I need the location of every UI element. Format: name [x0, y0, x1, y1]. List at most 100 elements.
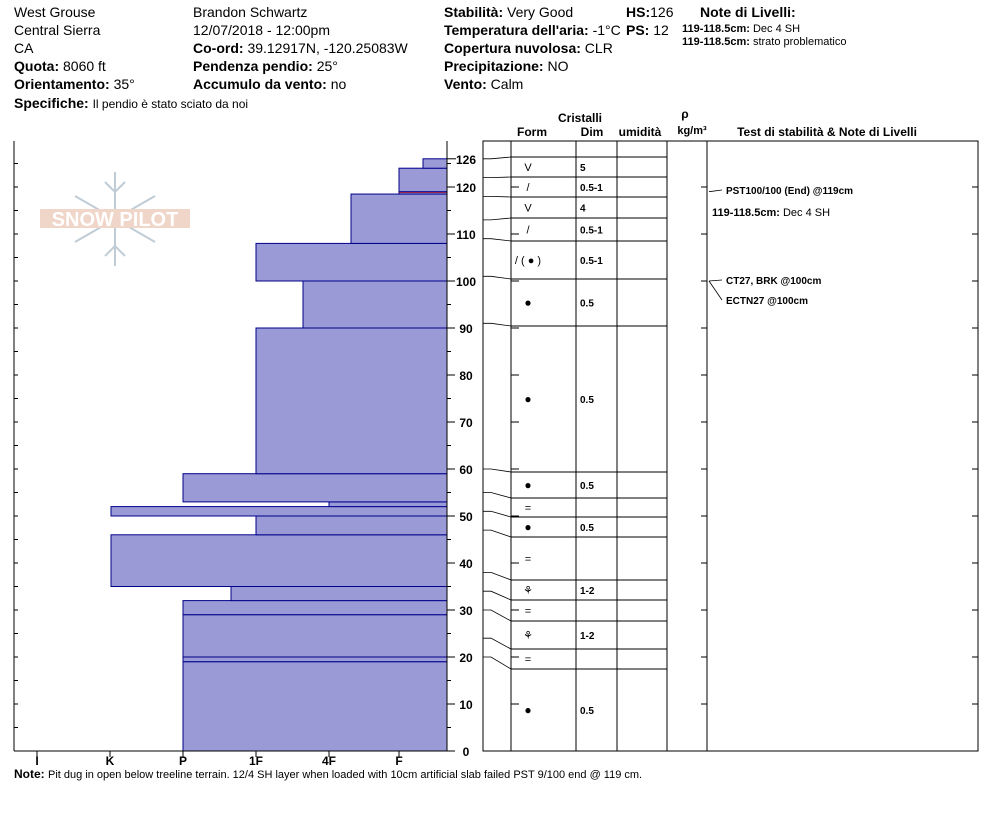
test-label: ECTN27 @100cm — [726, 296, 808, 307]
depth-label: 60 — [459, 463, 473, 477]
crystal-connector — [483, 195, 512, 198]
crystal-dim: 0.5-1 — [580, 256, 603, 267]
depth-label: 80 — [459, 369, 473, 383]
hardness-bar — [182, 661, 448, 752]
test-pointer — [708, 279, 723, 282]
hardness-label: I — [35, 754, 38, 768]
hardness-bar — [230, 586, 448, 602]
crystal-form: V — [524, 203, 532, 215]
temp-value: -1°C — [592, 22, 621, 38]
crystal-form: V — [524, 162, 532, 174]
crystal-form: = — [525, 606, 531, 618]
form-header: Form — [517, 125, 547, 139]
temp-label: Temperatura dell'aria: — [444, 22, 589, 38]
hardness-label: F — [395, 754, 402, 768]
crystal-form: = — [525, 554, 531, 566]
crystal-connector — [483, 176, 512, 179]
crystal-connector — [483, 637, 512, 650]
hardness-bar — [110, 534, 448, 587]
crystal-dim: 0.5 — [580, 523, 594, 534]
crystal-form: = — [525, 503, 531, 515]
specifiche-label: Specifiche: — [14, 95, 89, 111]
hardness-bar — [328, 501, 448, 508]
rho-header: ρ — [681, 107, 688, 121]
hardness-bar — [110, 506, 448, 517]
crystal-connector — [483, 275, 512, 280]
crystal-connector — [483, 656, 512, 670]
layer-note: 119-118.5cm: Dec 4 SH — [712, 207, 830, 219]
crystal-dim: 1-2 — [580, 631, 595, 642]
crystal-connector — [483, 492, 512, 499]
ps-value: 12 — [653, 22, 669, 38]
hardness-label: 4F — [322, 754, 336, 768]
crystal-dim: 5 — [580, 163, 586, 174]
note-title: Note di Livelli: — [700, 4, 796, 20]
crystal-dim: 4 — [580, 204, 586, 215]
hardness-bar — [350, 193, 448, 244]
hardness-bar — [182, 656, 448, 663]
crystal-form: = — [525, 654, 531, 666]
vento-line: Vento: Calm — [444, 75, 523, 93]
crystal-connector — [483, 156, 512, 160]
test-label: CT27, BRK @100cm — [726, 276, 821, 287]
crystal-connector — [483, 609, 512, 622]
crystal-form: ⚘ — [523, 585, 533, 597]
test-pointer — [708, 189, 723, 193]
crystal-form: ● — [524, 478, 531, 492]
depth-label: 126 — [456, 153, 476, 167]
crystal-connector — [483, 322, 512, 327]
footer-note: Note: Pit dug in open below treeline ter… — [14, 765, 642, 784]
pendenza-value: 25° — [316, 58, 338, 74]
watermark-text: SNOW PILOT — [52, 209, 179, 231]
depth-label: 70 — [459, 416, 473, 430]
hardness-bar — [398, 167, 448, 193]
state: CA — [14, 40, 34, 56]
copertura-label: Copertura nuvolosa: — [444, 40, 581, 56]
crystal-dim: 0.5 — [580, 299, 594, 310]
specifiche-value: Il pendio è stato sciato da noi — [92, 97, 249, 111]
depth-label: 110 — [456, 228, 476, 242]
precip-value: NO — [547, 58, 569, 74]
crystal-form: ● — [524, 392, 531, 406]
test-pointer — [708, 280, 723, 301]
crystal-form: / — [526, 182, 530, 194]
vento-label: Vento: — [444, 76, 487, 92]
pendenza-label: Pendenza pendio: — [193, 58, 313, 74]
depth-label: 50 — [459, 510, 473, 524]
orient-value: 35° — [113, 76, 135, 92]
hardness-label: 1F — [249, 754, 263, 768]
note-line-1: 119-118.5cm: Dec 4 SH — [682, 23, 801, 35]
hs-label: HS: — [626, 4, 651, 20]
crystal-connector — [483, 572, 512, 581]
hardness-bars — [110, 158, 448, 752]
crystal-form: ⚘ — [523, 630, 533, 642]
temp-line: Temperatura dell'aria: -1°C — [444, 21, 621, 39]
depth-label: 90 — [459, 322, 473, 336]
stability-tests: PST100/100 (End) @119cm CT27, BRK @100cm E… — [708, 186, 853, 307]
hardness-bar — [255, 242, 448, 282]
copertura-value: CLR — [584, 40, 613, 56]
pendenza-line: Pendenza pendio: 25° — [193, 57, 338, 75]
vento-value: Calm — [490, 76, 524, 92]
crystal-connector — [483, 529, 512, 538]
coord-line: Co-ord: 39.12917N, -120.25083W — [193, 39, 408, 57]
depth-label: 120 — [456, 181, 476, 195]
orient-line: Orientamento: 35° — [14, 75, 135, 93]
crystal-dim: 0.5-1 — [580, 183, 603, 194]
specifiche-line: Specifiche: Il pendio è stato sciato da … — [14, 94, 248, 113]
density-unit-header: kg/m³ — [677, 125, 707, 137]
tests-header: Test di stabilità & Note di Livelli — [737, 125, 917, 139]
crystal-dim: 0.5-1 — [580, 226, 603, 237]
hardness-bar — [182, 473, 448, 503]
crystal-form: ● — [524, 520, 531, 534]
location: West Grouse — [14, 4, 96, 20]
quota-value: 8060 ft — [63, 58, 106, 74]
crystal-form: / — [526, 225, 530, 237]
ps-label: PS: — [626, 22, 650, 38]
test-label: PST100/100 (End) @119cm — [726, 186, 853, 197]
axes: I K P 1F 4F F 0 10 20 30 40 50 60 70 80 90 100 110 120 126 — [13, 141, 476, 768]
depth-label: 10 — [459, 698, 473, 712]
orient-label: Orientamento: — [14, 76, 110, 92]
depth-label: 20 — [459, 651, 473, 665]
precip-line: Precipitazione: NO — [444, 57, 568, 75]
